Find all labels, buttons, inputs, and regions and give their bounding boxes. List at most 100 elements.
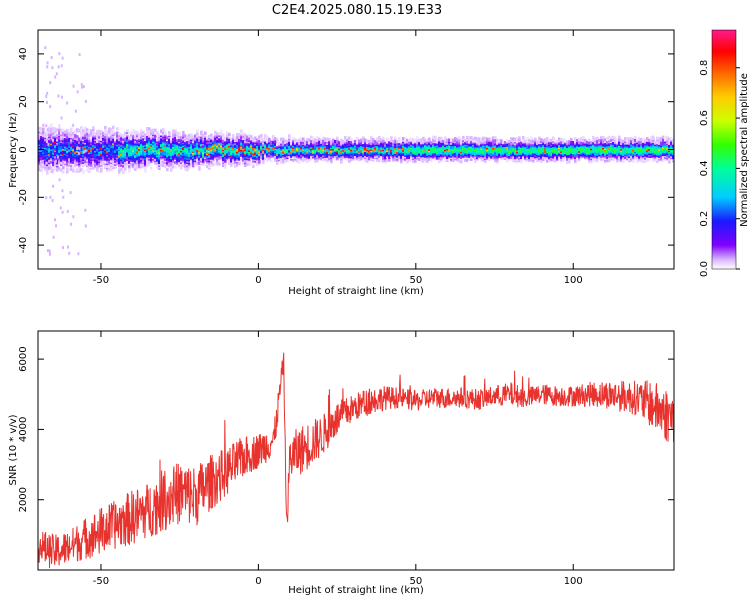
spectrogram-cell (72, 169, 75, 173)
spectrogram-cell (408, 141, 411, 145)
spectrogram-cell (508, 139, 511, 144)
spectrogram-cell (596, 136, 599, 141)
spectrogram-cell (574, 140, 577, 144)
spectrogram-cell (184, 138, 187, 143)
spectrogram-cell (364, 158, 367, 162)
spectrogram-cell (96, 165, 99, 169)
spectrogram-cell (316, 136, 319, 140)
spectrogram-cell (74, 169, 77, 173)
spectrogram-cell (306, 140, 309, 145)
spectrogram-cell (312, 136, 315, 140)
spectrogram-cell (68, 128, 71, 133)
spectrogram-cell (56, 134, 59, 138)
spectrogram-cell (284, 139, 287, 143)
spectrogram-cell (70, 127, 73, 131)
spectrogram-cell (332, 138, 335, 142)
spectrogram-cell (420, 141, 423, 145)
spectrogram-cell (380, 138, 383, 142)
spectrogram-cell (526, 139, 529, 144)
spectrogram-cell (236, 163, 239, 167)
spectrogram-cell (560, 138, 563, 142)
spectrogram-cell (124, 167, 127, 171)
spectrogram-cell (594, 159, 597, 163)
spectrogram-cell (296, 139, 299, 143)
spectrogram-cell (128, 136, 131, 140)
spectrogram-cell (334, 140, 337, 144)
spectrogram-cell (360, 138, 363, 142)
spectrogram-cell (186, 135, 189, 139)
spectrogram-cell (246, 135, 249, 139)
spectrogram-cell (410, 157, 413, 161)
spectrogram-cell (326, 137, 329, 141)
spectrogram-cell (484, 136, 487, 140)
spectrogram-cell (466, 136, 469, 140)
spectrogram-cell (58, 124, 61, 128)
spectrogram-cell (100, 136, 103, 140)
spectrogram-cell (336, 136, 339, 140)
spectrogram-cell (592, 135, 595, 140)
spectrogram-cell (306, 138, 309, 142)
spectrogram-cell (152, 131, 155, 135)
spectrogram-cell (192, 135, 195, 139)
spectrogram-cell (414, 138, 417, 142)
spectrogram-cell (140, 129, 143, 133)
spectrogram-cell (294, 138, 297, 142)
spectrogram-cell (146, 162, 149, 167)
spectrogram-cell (330, 140, 333, 144)
spectrogram-cell (260, 133, 263, 138)
spectrogram-cell (146, 126, 149, 131)
spectrogram-cell (48, 126, 51, 130)
spectrogram-cell (234, 164, 237, 168)
spectrogram-cell (172, 129, 175, 133)
spectrogram-cell (320, 139, 323, 143)
spectrogram-cell (468, 139, 471, 143)
spectrogram-cell (136, 130, 139, 135)
spectrogram-cell (260, 136, 263, 141)
spectrogram-cell (252, 164, 255, 168)
spectrogram-cell (44, 131, 47, 135)
spectrogram-cell (392, 140, 395, 144)
spectrogram-cell (78, 129, 81, 133)
spectrogram-cell (358, 139, 361, 143)
spectrogram-cell (122, 134, 125, 139)
spectrogram-cell (40, 162, 43, 167)
spectrogram-cell (460, 138, 463, 142)
spectrogram-cell (106, 133, 109, 137)
spectrogram-cell (448, 138, 451, 142)
spectrogram-cell (450, 138, 453, 142)
spectrogram-cell (402, 137, 405, 141)
spectrogram-cell (184, 134, 187, 138)
spectrogram-cell (382, 136, 385, 140)
spectrogram-cell (56, 168, 59, 172)
spectrogram-cell (88, 136, 91, 140)
spectrogram-cell (520, 141, 523, 145)
spectrogram-cell (274, 157, 277, 161)
spectrogram-cell (66, 135, 69, 140)
spectrogram-cell (178, 131, 181, 135)
spectrogram-cell (326, 158, 329, 163)
spectrogram-cell (336, 139, 339, 143)
spectrogram-cell (78, 167, 81, 172)
spectrogram-cell (102, 131, 105, 136)
spectrogram-cell (308, 138, 311, 142)
spectrogram-cell (62, 170, 65, 174)
spectrogram-cell (282, 137, 285, 141)
spectrogram-cell (438, 136, 441, 140)
spectrogram-cell (176, 136, 179, 140)
spectrogram-cell (46, 168, 49, 172)
spectrogram-cell (302, 157, 305, 161)
spectrogram-cell (218, 162, 221, 166)
spectrogram-cell (436, 138, 439, 142)
spectrogram-cell (148, 134, 151, 138)
spectrogram-cell (478, 137, 481, 141)
spectrogram-cell (570, 137, 573, 142)
spectrogram-cell (476, 137, 479, 141)
spectrogram-cell (464, 158, 467, 163)
spectrogram-cell (66, 167, 69, 171)
spectrogram-cell (174, 165, 177, 169)
spectrogram-cell (52, 165, 55, 170)
spectrogram-cell (366, 159, 369, 163)
spectrogram-cell (86, 128, 89, 132)
spectrogram-cell (188, 165, 191, 169)
